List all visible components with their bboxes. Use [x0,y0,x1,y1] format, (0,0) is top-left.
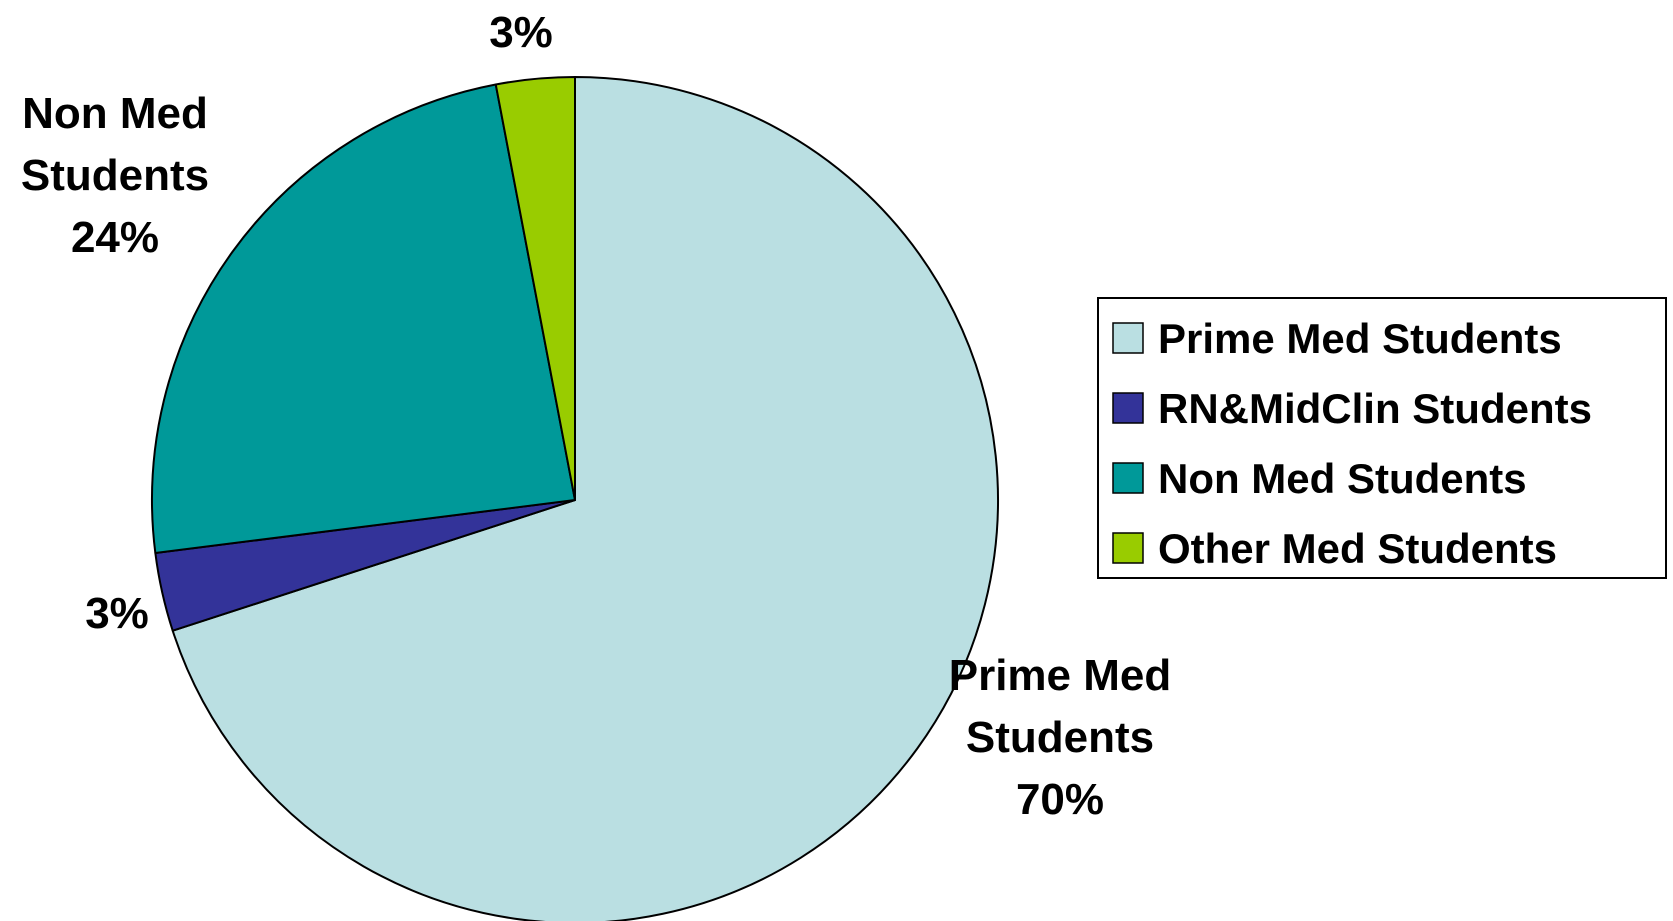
data-label-line: 3% [489,8,553,57]
pie-slice-other-med-students [494,76,576,501]
data-label-rn-midclin-students: 3% [85,589,149,638]
pie-slices [151,76,999,921]
legend-label: Prime Med Students [1158,315,1562,362]
legend-box [1097,297,1667,579]
pie-slice-prime-med-students [171,76,999,921]
data-label-non-med-students: Non Med Students 24% [21,89,209,262]
pie-slice-non-med-students [151,83,576,555]
legend: Prime Med Students RN&MidClin Students N… [1097,297,1667,579]
legend-item-prime-med-students: Prime Med Students [1112,315,1562,362]
legend-label: RN&MidClin Students [1158,385,1592,432]
data-label-line: 24% [71,213,159,262]
legend-swatch [1112,532,1144,564]
legend-swatch [1112,462,1144,494]
legend-label: Other Med Students [1158,525,1557,572]
data-label-other-med-students: 3% [489,8,553,57]
legend-swatch [1112,392,1144,424]
data-label-line: Prime Med [949,651,1172,700]
data-label-line: 70% [1016,775,1104,824]
pie-data-labels: Prime Med Students 70% 3% Non Med Students 24%… [21,8,1171,824]
legend-swatch [1112,322,1144,354]
data-label-line: Non Med [22,89,208,138]
legend-label: Non Med Students [1158,455,1527,502]
legend-item-other-med-students: Other Med Students [1112,525,1557,572]
data-label-line: Students [21,151,209,200]
data-label-line: Students [966,713,1154,762]
legend-item-rn-midclin-students: RN&MidClin Students [1112,385,1592,432]
data-label-prime-med-students: Prime Med Students 70% [949,651,1172,824]
data-label-line: 3% [85,589,149,638]
legend-item-non-med-students: Non Med Students [1112,455,1527,502]
